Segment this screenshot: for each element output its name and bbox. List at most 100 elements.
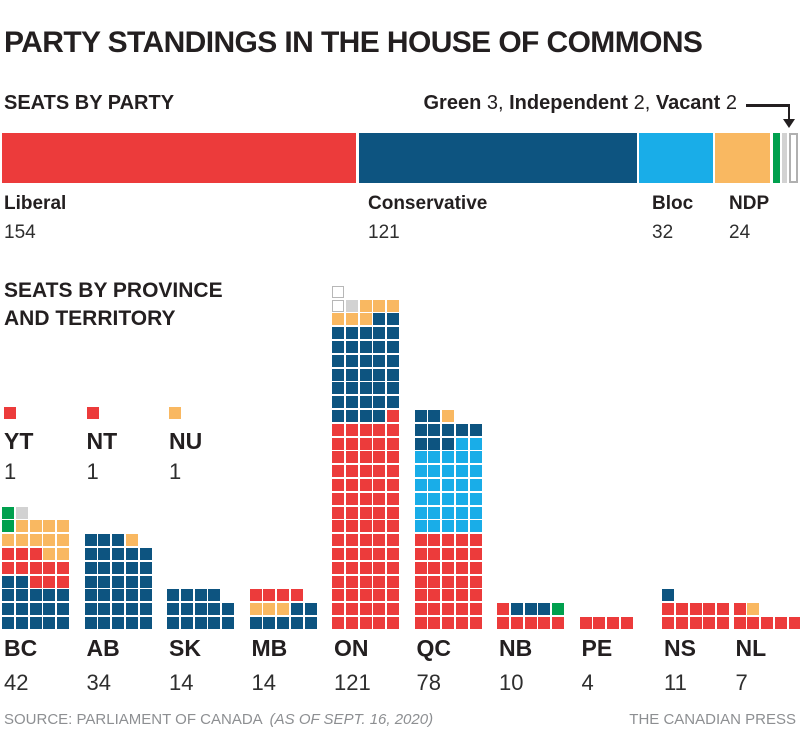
seat-cell-ndp	[442, 410, 455, 423]
seat-cell-conservative	[84, 603, 97, 616]
seat-cell-liberal	[717, 617, 730, 629]
seat-cell-conservative	[57, 617, 70, 629]
seat-cell-liberal	[345, 492, 358, 505]
seat-cell-bloc	[469, 492, 482, 505]
as-of-date: (AS OF SEPT. 16, 2020)	[269, 711, 434, 728]
seat-cell-liberal	[414, 561, 427, 574]
seat-cell-conservative	[304, 617, 317, 629]
province-waffle-ns	[662, 589, 730, 629]
seat-cell-liberal	[455, 603, 468, 616]
green-label: Green	[423, 92, 482, 114]
waffle-row	[2, 603, 70, 616]
seat-cell-liberal	[428, 589, 441, 602]
seat-cell-conservative	[442, 437, 455, 450]
seat-cell-liberal	[788, 617, 800, 629]
seat-cell-liberal	[373, 423, 386, 436]
seat-cell-conservative	[15, 575, 28, 588]
waffle-row	[2, 575, 70, 588]
seat-cell-conservative	[180, 589, 193, 602]
seat-cell-conservative	[139, 561, 152, 574]
seat-cell-conservative	[125, 603, 138, 616]
waffle-row	[332, 465, 400, 478]
seat-cell-conservative	[359, 341, 372, 354]
waffle-row	[414, 561, 482, 574]
seat-cell-bloc	[455, 479, 468, 492]
seat-cell-conservative	[139, 589, 152, 602]
seat-cell-liberal	[373, 492, 386, 505]
seat-cell-liberal	[387, 534, 400, 547]
province-code: MB	[251, 635, 288, 661]
seat-cell-ndp	[263, 603, 276, 616]
seat-cell-liberal	[552, 617, 565, 629]
seat-cell-conservative	[428, 437, 441, 450]
seat-cell-liberal	[2, 548, 14, 561]
seat-cell-conservative	[112, 589, 125, 602]
seat-cell-liberal	[345, 534, 358, 547]
waffle-row	[332, 327, 400, 340]
seat-cell-liberal	[428, 548, 441, 561]
seat-cell-liberal	[359, 506, 372, 519]
seat-cell-conservative	[332, 341, 344, 354]
province-seat-count: 11	[664, 670, 687, 695]
seat-cell-conservative	[180, 603, 193, 616]
waffle-row	[414, 451, 482, 464]
seat-cell-conservative	[84, 617, 97, 629]
seat-cell-conservative	[345, 368, 358, 381]
waffle-row	[414, 423, 482, 436]
seat-cell-liberal	[359, 423, 372, 436]
waffle-row	[332, 548, 400, 561]
seat-cell-conservative	[84, 548, 97, 561]
seat-cell-conservative	[29, 617, 42, 629]
waffle-row	[733, 603, 800, 616]
seat-cell-conservative	[57, 603, 70, 616]
seat-cell-green	[2, 520, 14, 533]
seat-cell-liberal	[469, 561, 482, 574]
seat-cell-liberal	[359, 617, 372, 629]
province-label-nl: NL 7	[736, 635, 767, 696]
bar-segment-ndp	[715, 133, 771, 183]
seat-cell-conservative	[332, 368, 344, 381]
seat-cell-conservative	[15, 603, 28, 616]
seat-cell-bloc	[414, 506, 427, 519]
seat-cell-conservative	[373, 368, 386, 381]
seat-cell-liberal	[345, 589, 358, 602]
waffle-row	[167, 603, 235, 616]
province-seat-count: 121	[334, 670, 371, 695]
waffle-row	[332, 520, 400, 533]
seat-cell-liberal	[689, 617, 702, 629]
province-code: BC	[4, 635, 38, 661]
territory-yt: YT 1	[4, 407, 33, 485]
seat-cell-conservative	[428, 423, 441, 436]
seat-cell-liberal	[675, 603, 688, 616]
seat-cell-conservative	[29, 603, 42, 616]
seat-cell-conservative	[98, 617, 111, 629]
seat-cell-ndp	[29, 520, 42, 533]
waffle-row	[2, 534, 70, 547]
seat-cell-liberal	[428, 561, 441, 574]
seat-cell-liberal	[373, 589, 386, 602]
seat-cell-liberal	[387, 479, 400, 492]
seat-cell-conservative	[98, 603, 111, 616]
seat-cell-liberal	[332, 617, 344, 629]
seat-cell-bloc	[469, 479, 482, 492]
seat-cell-liberal	[332, 451, 344, 464]
seat-cell-liberal	[442, 534, 455, 547]
seat-cell-conservative	[263, 617, 276, 629]
seat-cell-conservative	[332, 410, 344, 423]
seat-cell-bloc	[469, 520, 482, 533]
province-seat-count: 42	[4, 670, 29, 695]
bar-segment-conservative	[358, 133, 637, 183]
seat-cell-liberal	[662, 603, 674, 616]
seat-cell-liberal	[57, 561, 70, 574]
seat-cell-conservative	[387, 341, 400, 354]
seat-cell-conservative	[112, 561, 125, 574]
seat-cell-bloc	[414, 479, 427, 492]
waffle-row	[414, 548, 482, 561]
seat-cell-conservative	[249, 617, 262, 629]
waffle-row	[332, 410, 400, 423]
province-waffle-qc	[414, 410, 482, 629]
seat-cell-liberal	[43, 561, 56, 574]
seat-cell-bloc	[428, 465, 441, 478]
seat-cell-liberal	[469, 534, 482, 547]
seat-cell-ndp	[345, 313, 358, 326]
